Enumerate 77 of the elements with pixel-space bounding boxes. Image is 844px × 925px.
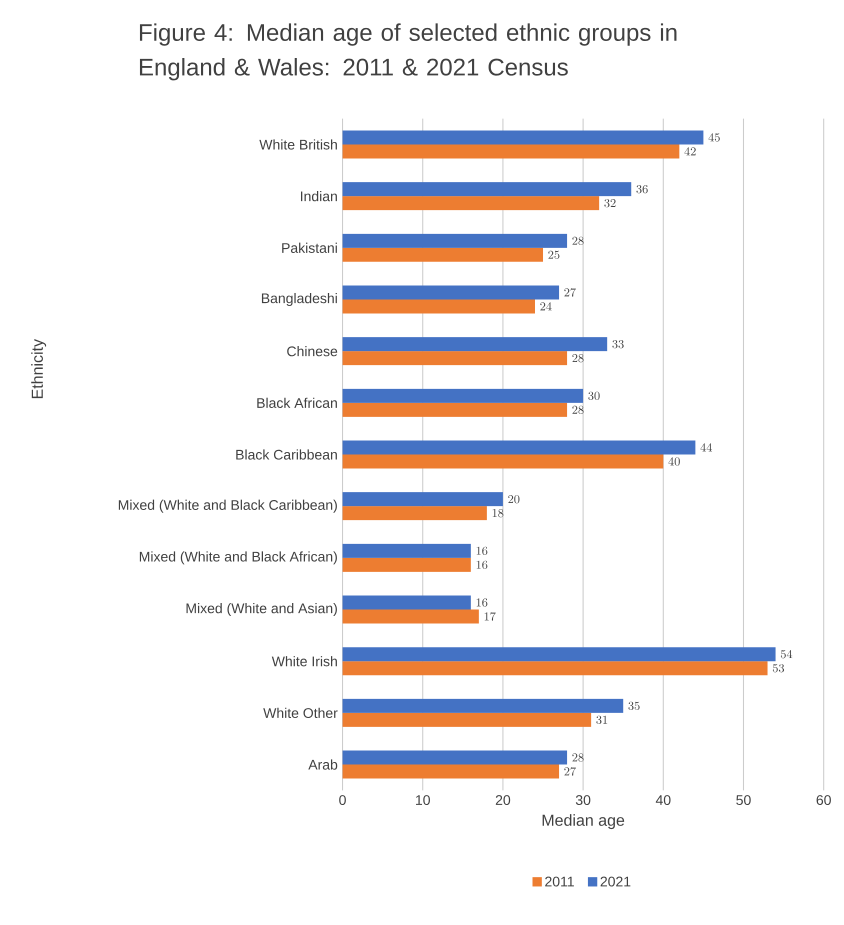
x-axis-title: Median age — [542, 814, 624, 830]
y-tick-label: Black African — [257, 398, 338, 408]
data-label: 45 — [708, 133, 720, 142]
x-tick-label: 20 — [496, 795, 510, 806]
y-tick-label: White Other — [263, 708, 338, 718]
bar — [342, 492, 504, 506]
data-label: 17 — [484, 612, 496, 621]
bar — [342, 610, 480, 624]
y-tick-label: Black Caribbean — [236, 449, 338, 460]
y-tick-label: White British — [260, 139, 338, 150]
y-tick-label: Indian — [301, 191, 338, 202]
data-label: 35 — [628, 702, 640, 710]
data-label: 24 — [540, 302, 552, 310]
bar — [342, 440, 696, 455]
bar — [342, 130, 704, 144]
bar — [342, 558, 471, 572]
bar — [342, 351, 568, 366]
bar — [342, 506, 488, 520]
x-tick-label: 50 — [736, 795, 751, 806]
bar — [342, 196, 600, 210]
y-tick-label: Chinese — [287, 346, 338, 356]
bar — [342, 712, 592, 727]
data-label: 28 — [572, 236, 584, 245]
y-tick-label: White Irish — [272, 656, 338, 666]
data-label: 16 — [476, 560, 488, 569]
data-label: 31 — [596, 716, 608, 724]
chart-title: Figure 4: Median age of selected ethnic groups in England & Wales: 2011 & 2021 Census — [140, 23, 677, 80]
data-label: 20 — [508, 495, 520, 504]
bar — [342, 388, 584, 403]
data-label: 28 — [572, 354, 584, 362]
y-tick-label: Bangladeshi — [262, 292, 338, 306]
y-tick-label: Mixed (White and Black Caribbean) — [119, 500, 338, 513]
data-label: 33 — [612, 340, 624, 348]
data-label: 16 — [476, 546, 488, 555]
bar — [342, 182, 632, 196]
bar — [342, 698, 624, 713]
bar — [342, 764, 560, 779]
x-tick-label: 30 — [576, 795, 590, 806]
y-axis-title: Ethnicity — [31, 339, 46, 398]
data-label: 25 — [548, 250, 560, 259]
bar — [342, 299, 536, 314]
bar — [342, 544, 471, 558]
data-label: 32 — [604, 199, 616, 208]
data-label: 28 — [572, 406, 584, 414]
bar — [342, 234, 568, 248]
bar — [342, 647, 776, 662]
legend-label: 2021 — [600, 876, 631, 887]
data-label: 18 — [492, 509, 504, 518]
data-label: 53 — [773, 664, 784, 672]
data-label: 54 — [781, 650, 792, 658]
data-label: 27 — [564, 767, 576, 776]
bar — [342, 402, 568, 417]
bar — [342, 454, 664, 468]
data-label: 44 — [700, 443, 712, 452]
bar — [342, 596, 471, 610]
legend-label: 2011 — [545, 876, 574, 887]
bar — [342, 661, 768, 676]
bar — [342, 750, 568, 765]
bar — [342, 144, 680, 158]
bar — [342, 337, 608, 352]
y-tick-label: Mixed (White and Asian) — [186, 603, 338, 616]
data-label: 27 — [564, 288, 576, 297]
data-label: 28 — [572, 753, 584, 762]
x-tick-label: 0 — [339, 795, 346, 806]
x-tick-label: 10 — [416, 795, 430, 806]
data-label: 40 — [668, 457, 680, 466]
data-label: 16 — [476, 598, 488, 607]
y-tick-label: Arab — [308, 759, 338, 770]
y-tick-label: Mixed (White and Black African) — [140, 551, 338, 564]
y-tick-label: Pakistani — [282, 242, 338, 253]
data-label: 30 — [588, 392, 600, 400]
bar — [342, 285, 560, 300]
x-tick-label: 40 — [656, 795, 671, 806]
data-label: 42 — [684, 147, 696, 156]
x-tick-label: 60 — [816, 795, 832, 806]
data-label: 36 — [636, 185, 648, 194]
bar — [342, 248, 544, 262]
